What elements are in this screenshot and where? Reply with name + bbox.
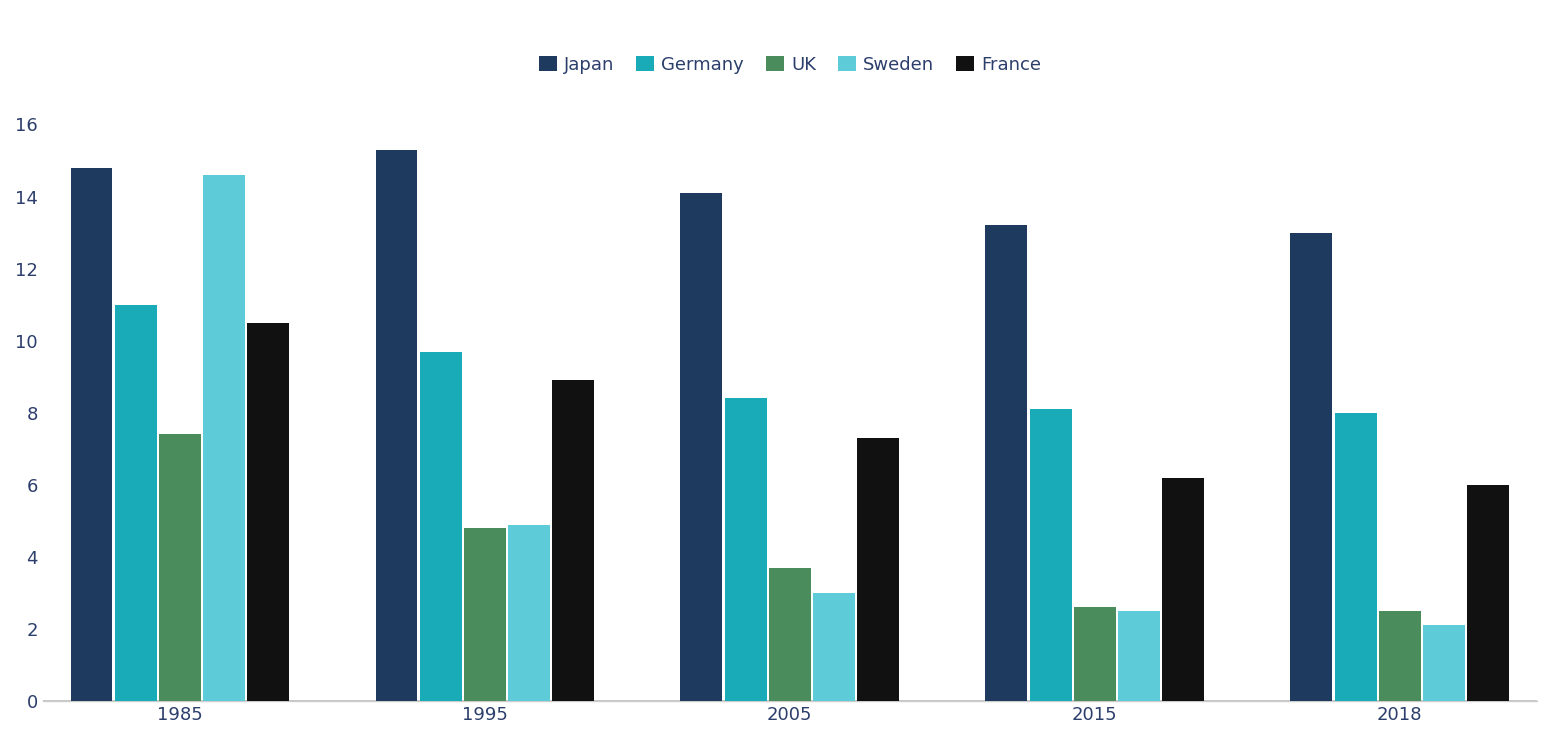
Bar [376,150,417,701]
Bar [419,352,461,701]
Bar [1423,625,1465,701]
Bar [115,304,157,701]
Bar [1290,233,1332,701]
Bar [986,225,1027,701]
Bar [725,398,767,701]
Bar [680,193,722,701]
Bar [158,435,200,701]
Bar [553,381,594,701]
Legend: Japan, Germany, UK, Sweden, France: Japan, Germany, UK, Sweden, France [531,49,1048,81]
Bar [203,175,245,701]
Bar [247,323,289,701]
Bar [1117,611,1159,701]
Bar [1378,611,1420,701]
Bar [1335,413,1377,701]
Bar [1029,409,1071,701]
Bar [768,568,810,701]
Bar [464,528,506,701]
Bar [70,168,112,701]
Bar [813,593,855,701]
Bar [1467,485,1509,701]
Bar [1074,607,1116,701]
Bar [857,438,899,701]
Bar [508,525,549,701]
Bar [1162,477,1204,701]
